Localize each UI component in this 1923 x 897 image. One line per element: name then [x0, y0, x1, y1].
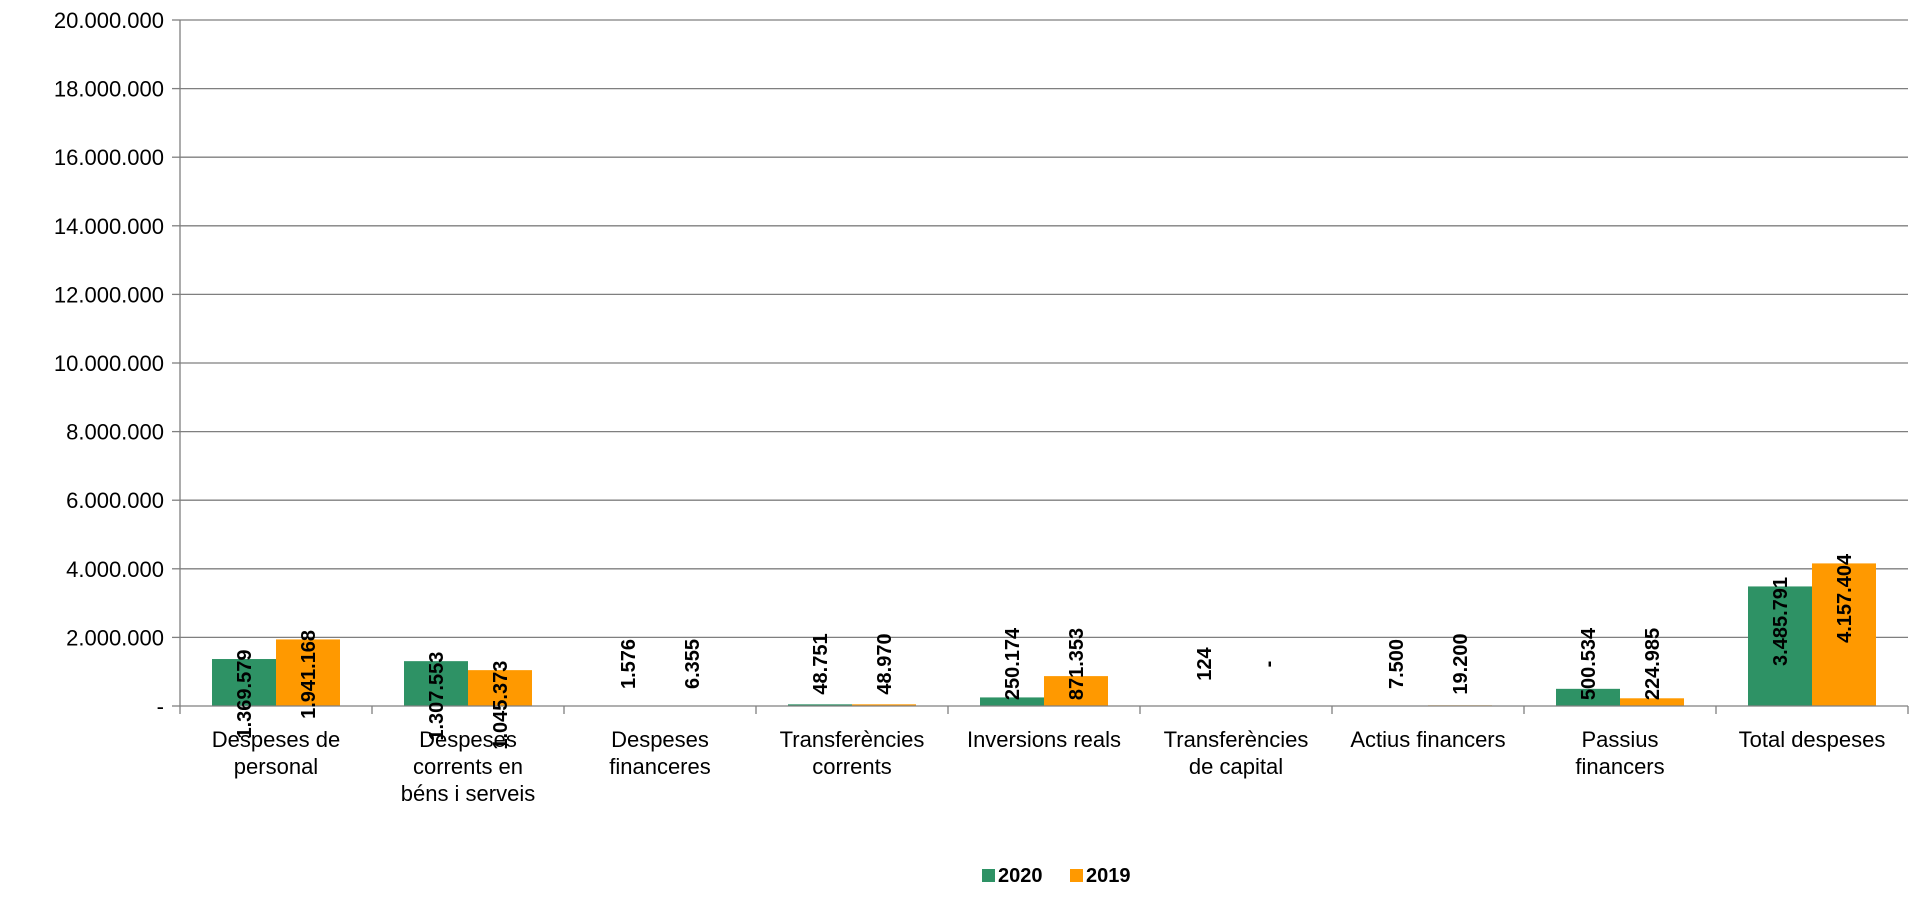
category-label: Inversions reals [967, 727, 1121, 752]
data-label: 7.500 [1386, 639, 1408, 689]
data-label: 871.353 [1066, 628, 1088, 700]
category-label-line: Despeses [419, 727, 517, 752]
bars [212, 563, 1876, 706]
data-label: 48.970 [874, 633, 896, 694]
category-label-line: corrents en [413, 754, 523, 779]
legend-label: 2020 [998, 865, 1043, 887]
data-label: 6.355 [682, 639, 704, 689]
y-tick-label: 18.000.000 [54, 77, 164, 102]
category-label-line: financeres [609, 754, 711, 779]
y-tick-label: 12.000.000 [54, 282, 164, 307]
bar-2019 [1812, 563, 1876, 706]
data-label: 3.485.791 [1770, 577, 1792, 666]
y-tick-label: 2.000.000 [66, 625, 164, 650]
data-label: 1.307.553 [426, 652, 448, 741]
category-label: Transferències de capital [1164, 727, 1309, 779]
data-label: 1.941.168 [298, 630, 320, 719]
data-labels: 1.369.579 1.307.553 1.576 48.751 250.174 124 7… [234, 553, 1856, 750]
category-label: Transferències corrents [780, 727, 925, 779]
category-label-line: Transferències [780, 727, 925, 752]
y-tick-label: 4.000.000 [66, 557, 164, 582]
category-label-line: Transferències [1164, 727, 1309, 752]
y-tick-label: 8.000.000 [66, 420, 164, 445]
legend-swatch-2020 [982, 869, 995, 882]
category-label-line: corrents [812, 754, 891, 779]
category-label-line: Despeses [611, 727, 709, 752]
y-tick-label: 6.000.000 [66, 488, 164, 513]
category-label: Despeses corrents en béns i serveis [401, 727, 536, 806]
y-tick-label: 16.000.000 [54, 145, 164, 170]
bar-2020 [788, 704, 852, 706]
category-label-line: Passius [1581, 727, 1658, 752]
category-label-line: Despeses de [212, 727, 340, 752]
bar-2019 [276, 639, 340, 706]
category-label: Total despeses [1739, 727, 1886, 752]
bar-2020 [980, 697, 1044, 706]
y-tick-label: 20.000.000 [54, 8, 164, 33]
category-label: Despeses financeres [609, 727, 711, 779]
bar-2020 [404, 661, 468, 706]
bar-2020 [1748, 586, 1812, 706]
legend-label: 2019 [1086, 865, 1131, 887]
data-label: 1.045.373 [490, 661, 512, 750]
category-label-line: béns i serveis [401, 781, 536, 806]
data-label: 250.174 [1002, 627, 1024, 700]
bar-2019 [1044, 676, 1108, 706]
data-label: - [1258, 661, 1280, 668]
category-label-line: de capital [1189, 754, 1283, 779]
category-label-line: Inversions reals [967, 727, 1121, 752]
category-label: Actius financers [1350, 727, 1505, 752]
bar-2019 [852, 704, 916, 706]
data-label: 4.157.404 [1834, 553, 1856, 643]
y-tick-label: - [157, 694, 164, 719]
category-label-line: financers [1575, 754, 1664, 779]
axes: - 2.000.000 4.000.000 6.000.000 8.000.000 10.… [54, 8, 1909, 806]
category-label-line: personal [234, 754, 318, 779]
bar-2019 [468, 670, 532, 706]
bar-2020 [1556, 688, 1620, 706]
y-tick-label: 14.000.000 [54, 214, 164, 239]
data-label: 224.985 [1642, 628, 1664, 700]
gridlines [180, 19, 1908, 639]
data-label: 48.751 [810, 633, 832, 694]
data-label: 1.576 [618, 639, 640, 689]
bar-2020 [212, 659, 276, 706]
category-label-line: Actius financers [1350, 727, 1505, 752]
bar-2019 [1620, 698, 1684, 706]
data-label: 19.200 [1450, 633, 1472, 694]
legend: 2020 2019 [982, 865, 1131, 887]
category-label: Despeses de personal [212, 727, 340, 779]
data-label: 1.369.579 [234, 650, 256, 739]
y-tick-label: 10.000.000 [54, 351, 164, 376]
category-label-line: Total despeses [1739, 727, 1886, 752]
data-label: 124 [1194, 646, 1216, 680]
legend-swatch-2019 [1070, 869, 1083, 882]
category-label: Passius financers [1575, 727, 1664, 779]
data-label: 500.534 [1578, 627, 1600, 700]
